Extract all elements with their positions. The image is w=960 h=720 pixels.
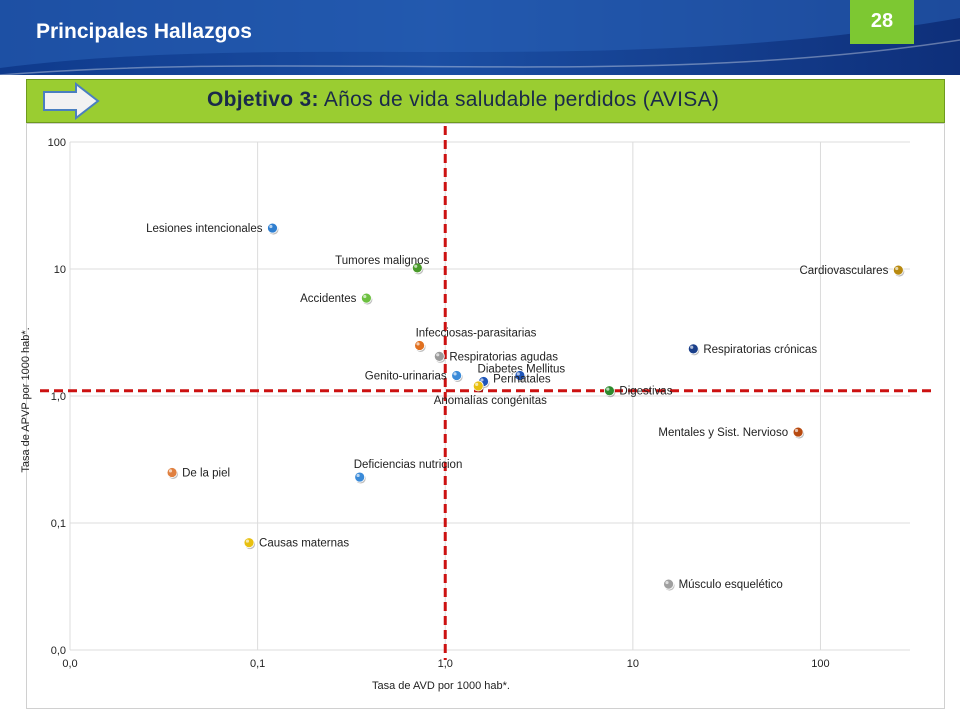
point-label: Diabetes Mellitus: [478, 364, 566, 376]
point-highlight: [245, 539, 250, 543]
point-highlight: [794, 428, 799, 433]
point-label: Mentales y Sist. Nervioso: [658, 427, 788, 439]
point-highlight: [480, 378, 484, 382]
point-highlight: [356, 473, 360, 478]
x-tick-label: 10: [627, 658, 639, 670]
data-point: Digestivas: [604, 385, 673, 398]
point-marker: [414, 340, 425, 351]
header-banner: Principales Hallazgos: [0, 0, 960, 75]
point-label: Deficiencias nutricion: [354, 459, 463, 471]
point-label: De la piel: [182, 467, 230, 479]
point-label: Perinatales: [493, 374, 551, 386]
data-point: De la piel: [166, 467, 230, 479]
data-point: Músculo esquelético: [663, 578, 783, 591]
point-highlight: [168, 469, 173, 473]
data-point: Causas maternas: [243, 537, 349, 550]
point-marker: [354, 471, 366, 483]
point-label: Genito-urinarias: [365, 371, 447, 383]
data-point: Deficiencias nutricion: [354, 459, 463, 484]
y-tick-label: 0,0: [51, 645, 66, 657]
point-label: Músculo esquelético: [679, 579, 783, 591]
point-label: Digestivas: [619, 386, 672, 398]
chart-ticks: 0,0 0,1 1,0 10 100 0,0 0,1 1,0 10 100: [48, 137, 830, 670]
data-point: Anomalías congénitas: [434, 380, 547, 407]
point-highlight: [363, 294, 367, 299]
point-marker: [604, 385, 615, 397]
point-marker: [472, 380, 484, 392]
point-label: Anomalías congénitas: [434, 395, 547, 407]
point-highlight: [606, 387, 610, 391]
point-highlight: [436, 353, 440, 357]
data-point: Lesiones intencionales: [146, 222, 279, 235]
arrow-right-icon: [43, 82, 100, 120]
point-marker: [451, 370, 463, 381]
page-number-badge: 28: [850, 0, 914, 44]
data-point: Mentales y Sist. Nervioso: [658, 426, 805, 439]
point-highlight: [416, 342, 420, 346]
point-label: Lesiones intencionales: [146, 223, 263, 235]
x-tick-label: 0,0: [62, 658, 77, 670]
chart-frame: [26, 123, 945, 709]
point-marker: [663, 578, 674, 590]
y-tick-label: 1,0: [51, 391, 66, 403]
point-marker: [792, 426, 804, 438]
point-highlight: [475, 382, 479, 386]
reference-lines: [40, 126, 935, 660]
point-marker: [687, 343, 699, 355]
point-label: Causas maternas: [259, 538, 349, 550]
data-point: Respiratorias crónicas: [687, 343, 817, 356]
y-tick-label: 0,1: [51, 518, 66, 530]
point-marker: [166, 467, 178, 478]
y-tick-label: 100: [48, 137, 66, 149]
point-label: Cardiovasculares: [799, 265, 888, 277]
point-highlight: [665, 580, 669, 585]
point-highlight: [414, 264, 418, 268]
y-tick-label: 10: [54, 264, 66, 276]
point-label: Infecciosas-parasitarias: [416, 327, 537, 339]
point-label: Accidentes: [300, 293, 357, 305]
page-title: Principales Hallazgos: [36, 20, 252, 43]
data-point: Respiratorias agudas: [433, 351, 558, 363]
data-point: Tumores malignos: [335, 255, 430, 275]
data-point: Cardiovasculares: [799, 264, 905, 277]
point-highlight: [895, 266, 899, 271]
x-tick-label: 100: [811, 658, 829, 670]
x-tick-label: 1,0: [438, 658, 453, 670]
point-marker: [360, 292, 372, 304]
point-highlight: [269, 224, 273, 229]
data-point: Infecciosas-parasitarias: [414, 327, 537, 352]
objective-title: Años de vida saludable perdidos (AVISA): [323, 88, 720, 111]
data-point: Perinatales: [493, 370, 551, 386]
point-highlight: [453, 372, 457, 376]
x-axis-label: Tasa de AVD por 1000 hab*.: [372, 680, 510, 692]
objective-prefix: Objetivo 3:: [207, 88, 319, 111]
y-axis-label: Tasa de APVP por 1000 hab*.: [20, 327, 32, 472]
header-wave-decoration: [0, 0, 960, 75]
point-marker: [243, 537, 255, 549]
point-label: Tumores malignos: [335, 255, 429, 267]
point-label: Respiratorias crónicas: [703, 344, 817, 356]
point-marker: [892, 264, 904, 276]
point-label: Respiratorias agudas: [449, 351, 558, 363]
data-point: Accidentes: [300, 292, 373, 305]
objective-text: Objetivo 3: Años de vida saludable perdi…: [207, 88, 719, 112]
point-marker: [267, 222, 278, 234]
data-point: Genito-urinarias: [365, 370, 463, 383]
point-marker: [433, 351, 445, 362]
point-highlight: [516, 372, 520, 376]
x-tick-label: 0,1: [250, 658, 265, 670]
point-highlight: [690, 345, 694, 349]
objective-banner: Objetivo 3: Años de vida saludable perdi…: [26, 79, 945, 123]
chart-points: Lesiones intencionales Tumores malignos Ac…: [146, 222, 905, 591]
